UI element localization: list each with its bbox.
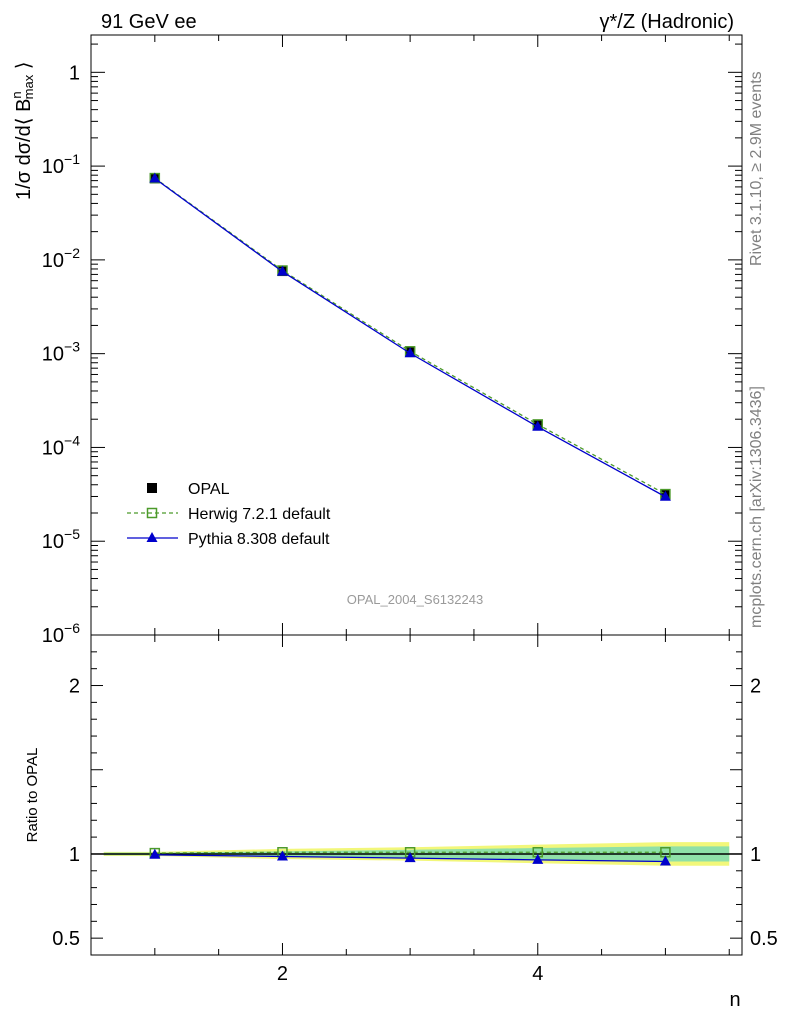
ratio-y-tick-label: 0.5 [52, 928, 80, 950]
ratio-y-tick-label-right: 0.5 [750, 928, 778, 950]
y-tick-label: 10−4 [42, 432, 80, 459]
watermark: OPAL_2004_S6132243 [347, 592, 483, 607]
data-point [404, 347, 416, 358]
main-panel: 1 10−1 10−2 10−3 10−4 10−5 10−6 1/σ dσ/d⟨ Bnmax… [9, 61, 671, 647]
x-axis-label: n [729, 989, 740, 1011]
ratio-panel: 2 2 1 1 0.5 0.5 2 4 n Ratio to OPAL [24, 676, 778, 1011]
plot-frames [90, 34, 743, 956]
ratio-y-tick-label: 1 [69, 844, 80, 866]
header-left: 91 GeV ee [101, 11, 197, 33]
header-right: γ*/Z (Hadronic) [600, 11, 734, 33]
legend-label: OPAL [188, 481, 230, 498]
ratio-data-point [276, 850, 288, 861]
data-point [149, 172, 161, 183]
data-point [532, 420, 544, 431]
y-axis-label: 1/σ dσ/d⟨ Bnmax ⟩ [9, 61, 36, 200]
y-tick-label: 10−6 [42, 620, 80, 647]
ratio-data-point [404, 852, 416, 863]
ratio-y-tick-label-right: 1 [750, 844, 761, 866]
y-tick-label: 10−2 [42, 245, 80, 272]
x-tick-label: 2 [277, 963, 288, 985]
ratio-data-point [659, 855, 671, 866]
mcplots-label: mcplots.cern.ch [arXiv:1306.3436] [748, 386, 765, 628]
legend-marker [146, 507, 158, 519]
legend-marker [146, 532, 158, 542]
ratio-y-tick-label-right: 2 [750, 676, 761, 698]
y-tick-label: 10−1 [42, 151, 80, 178]
ratio-data-point [149, 848, 161, 859]
ratio-frame [90, 634, 743, 956]
series-line [154, 177, 666, 495]
ratio-y-axis-label: Ratio to OPAL [24, 748, 41, 843]
y-tick-label: 10−3 [42, 339, 80, 366]
legend-label: Pythia 8.308 default [188, 531, 330, 548]
legend-label: Herwig 7.2.1 default [188, 506, 331, 523]
y-tick-label: 1 [69, 62, 80, 84]
ratio-y-tick-label: 2 [69, 676, 80, 698]
rivet-label: Rivet 3.1.10, ≥ 2.9M events [748, 71, 765, 266]
legend-marker [147, 483, 157, 493]
legend: OPAL Herwig 7.2.1 default Pythia 8.308 def… [127, 481, 331, 548]
y-tick-label: 10−5 [42, 526, 80, 553]
data-point [659, 490, 671, 501]
data-point [276, 265, 288, 276]
series-line [154, 177, 666, 498]
x-tick-label: 4 [532, 963, 543, 985]
ratio-data-point [532, 853, 544, 864]
